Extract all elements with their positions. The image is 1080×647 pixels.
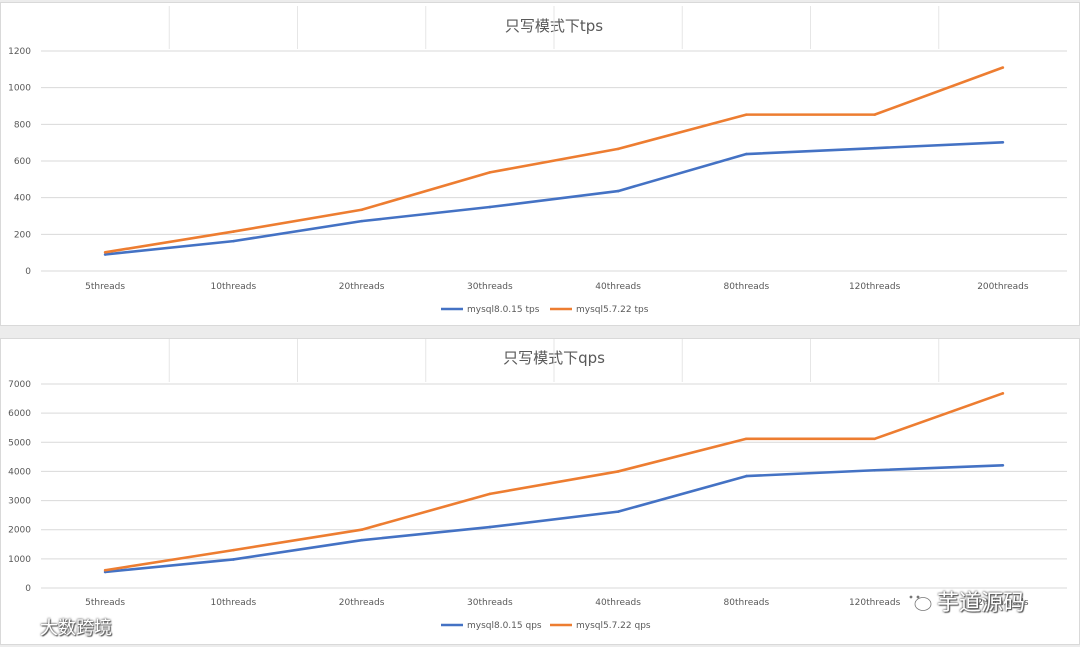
data-point (103, 568, 107, 572)
series-line-2 (104, 392, 1004, 572)
data-point (488, 205, 492, 209)
qps-chart: 只写模式下qps010002000300040005000600070005th… (8, 339, 1067, 631)
data-point (873, 113, 876, 116)
x-tick-label: 10threads (211, 598, 257, 608)
x-tick-label: 200threads (977, 598, 1029, 608)
x-tick-label: 80threads (724, 598, 770, 608)
data-point (1001, 464, 1005, 467)
x-tick-label: 200threads (977, 282, 1029, 292)
data-point (488, 171, 492, 174)
y-tick-label: 0 (25, 584, 31, 594)
data-point (616, 470, 620, 473)
data-point (616, 147, 620, 151)
x-tick-label: 80threads (724, 282, 770, 292)
data-point (488, 492, 492, 496)
data-point (360, 538, 363, 542)
y-tick-label: 600 (14, 157, 31, 167)
x-tick-label: 5threads (85, 598, 125, 608)
data-point (1001, 66, 1005, 69)
data-point (232, 548, 235, 552)
x-tick-label: 30threads (467, 598, 513, 608)
data-point (232, 230, 235, 233)
loop-logo-icon (8, 616, 38, 638)
data-point (745, 113, 748, 116)
data-point (873, 146, 876, 150)
y-tick-label: 800 (14, 120, 31, 130)
data-point (103, 251, 107, 254)
data-point (488, 525, 492, 529)
y-tick-label: 6000 (8, 409, 31, 419)
chart-panel-tps: 只写模式下tps 0 200 400 600 800 1000 1200 5threads 10t… (0, 2, 1080, 326)
y-tick-label: 0 (25, 267, 31, 277)
data-point (745, 474, 748, 478)
legend-label-1: mysql8.0.15 qps (467, 621, 542, 631)
x-tick-label: 40threads (595, 598, 641, 608)
y-tick-label: 1000 (8, 555, 31, 565)
data-point (873, 468, 876, 472)
x-tick-label: 10threads (211, 282, 257, 292)
x-tick-label: 40threads (595, 282, 641, 292)
watermark-left-text: 大数跨境 (40, 618, 112, 639)
data-point (232, 239, 235, 243)
data-point (360, 208, 363, 212)
y-tick-label: 3000 (8, 497, 31, 507)
series-line-1 (104, 141, 1003, 256)
series-line-2 (104, 66, 1004, 254)
data-point (360, 219, 363, 223)
data-point (616, 189, 620, 193)
data-point (103, 253, 107, 256)
x-tick-label: 30threads (467, 282, 513, 292)
legend-label-2: mysql5.7.22 tps (576, 305, 649, 315)
y-tick-label: 4000 (8, 467, 31, 477)
data-point (745, 152, 748, 156)
data-point (1001, 141, 1005, 144)
legend-label-2: mysql5.7.22 qps (576, 621, 651, 631)
x-tick-label: 5threads (85, 282, 125, 292)
data-point (1001, 392, 1005, 395)
y-tick-label: 7000 (8, 380, 31, 390)
data-point (232, 558, 235, 561)
watermark-right-text: 芋道源码 (937, 591, 1026, 616)
x-tick-label: 120threads (849, 598, 901, 608)
y-tick-label: 2000 (8, 526, 31, 536)
watermark-left: 大数跨境 (8, 614, 112, 640)
y-tick-label: 1000 (8, 84, 31, 94)
x-tick-label: 20threads (339, 282, 385, 292)
y-tick-label: 400 (14, 194, 31, 204)
x-tick-label: 120threads (849, 282, 901, 292)
x-tick-label: 20threads (339, 598, 385, 608)
series-line-1 (104, 464, 1003, 574)
watermark-right: 芋道源码 (903, 585, 1025, 617)
data-point (873, 437, 876, 441)
legend-label-1: mysql8.0.15 tps (467, 305, 540, 315)
data-point (360, 528, 363, 532)
data-point (745, 437, 748, 441)
y-tick-label: 5000 (8, 438, 31, 448)
data-point (616, 510, 620, 513)
y-tick-label: 200 (14, 230, 31, 240)
wechat-icon (903, 588, 933, 614)
y-tick-label: 1200 (8, 47, 31, 57)
